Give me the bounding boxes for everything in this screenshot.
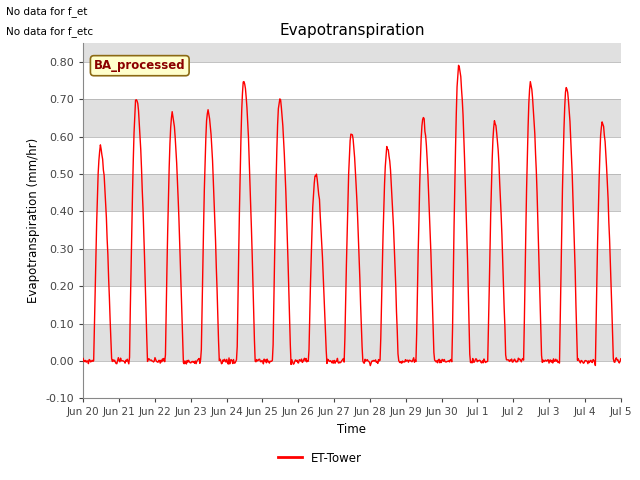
Bar: [83, 43, 621, 62]
Text: No data for f_et: No data for f_et: [6, 6, 88, 17]
Y-axis label: Evapotranspiration (mm/hr): Evapotranspiration (mm/hr): [27, 138, 40, 303]
Bar: [83, 137, 621, 174]
Text: No data for f_etc: No data for f_etc: [6, 25, 93, 36]
Bar: [83, 62, 621, 99]
Bar: [83, 361, 621, 398]
Bar: [83, 99, 621, 137]
Bar: [83, 174, 621, 212]
Bar: [83, 324, 621, 361]
Legend: ET-Tower: ET-Tower: [273, 447, 367, 469]
Bar: [83, 249, 621, 286]
X-axis label: Time: Time: [337, 423, 367, 436]
Bar: [83, 286, 621, 324]
Title: Evapotranspiration: Evapotranspiration: [279, 23, 425, 38]
Bar: [83, 212, 621, 249]
Text: BA_processed: BA_processed: [94, 59, 186, 72]
